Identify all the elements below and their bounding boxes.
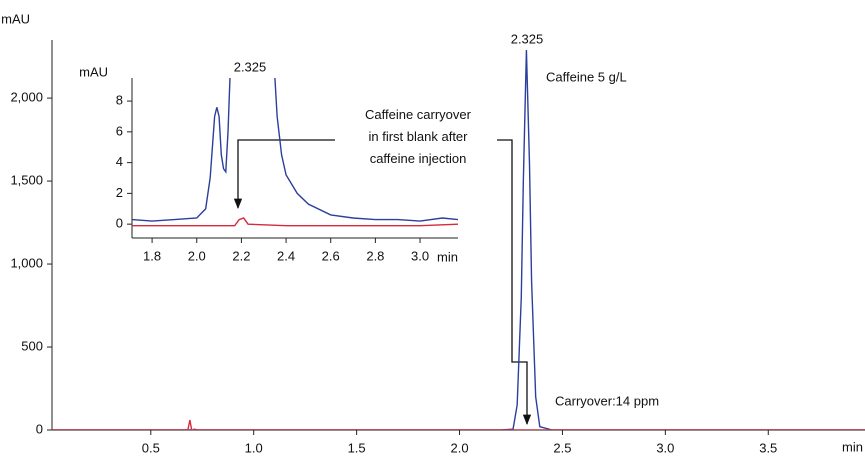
y-axis-label: mAU [79,64,108,79]
y-tick-label: 6 [116,123,123,138]
trace [132,78,458,222]
y-tick-label: 2 [116,185,123,200]
x-tick-label: 1.5 [348,440,366,455]
trace [52,49,865,430]
x-tick-label: 1.8 [143,248,161,263]
callout-line: Caffeine carryover [365,107,472,122]
callout: Caffeine carryover in first blank after ca… [365,107,472,166]
trace [132,217,458,227]
x-tick-label: 2.0 [450,440,468,455]
x-tick-label: 2.4 [277,248,295,263]
y-tick-label: 4 [116,154,123,169]
annotation: Caffeine 5 g/L [546,69,627,84]
x-tick-label: 2.6 [322,248,340,263]
x-tick-label: 1.0 [245,440,263,455]
y-tick-label: 0 [36,421,43,436]
x-axis-label: min [437,249,458,264]
y-tick-label: 2,000 [10,90,43,105]
trace [52,419,865,430]
callout-line: caffeine injection [370,151,467,166]
annotation: 2.325 [511,31,544,46]
x-axis-label: min [842,439,863,454]
callout-arrow [233,139,335,210]
y-tick-label: 1,000 [10,255,43,270]
y-tick-label: 500 [21,338,43,353]
y-axis-label: mAU [1,11,30,26]
callout-arrow [497,139,532,426]
annotation: Carryover:14 ppm [555,393,659,408]
x-tick-label: 0.5 [142,440,160,455]
callout-line: in first blank after [369,129,469,144]
x-tick-label: 2.8 [366,248,384,263]
x-tick-label: 3.0 [656,440,674,455]
x-tick-label: 2.2 [232,248,250,263]
y-tick-label: 1,500 [10,173,43,188]
plot: 0 500 1,000 1,500 2,000 0.5 1.0 1.5 2.0 2.5 3.0 3.5… [1,11,865,455]
x-tick-label: 2.5 [553,440,571,455]
annotation: 2.325 [234,59,267,74]
y-tick-label: 0 [116,216,123,231]
y-tick-label: 8 [116,93,123,108]
x-tick-label: 3.0 [411,248,429,263]
x-tick-label: 3.5 [759,440,777,455]
x-tick-label: 2.0 [188,248,206,263]
plot: 0 2 4 6 8 1.8 2.0 2.2 2.4 2.6 2.8 3.0 mAU min 2.325 [79,59,458,264]
